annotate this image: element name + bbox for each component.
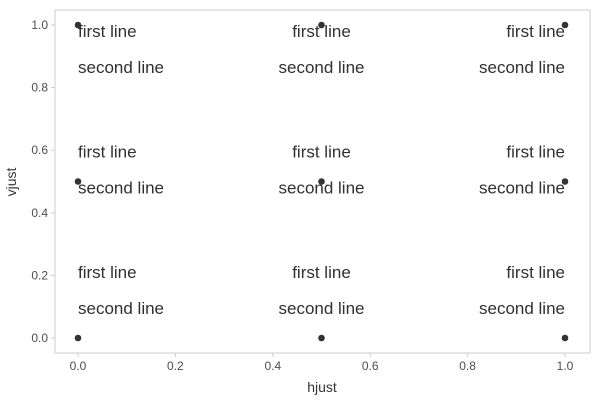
x-tick-label: 0.6 [362,359,379,373]
data-point [318,334,325,342]
y-tick-label: 0.0 [31,331,48,345]
x-axis-title: hjust [307,379,337,395]
point-label-line: second line [278,179,364,198]
y-tick-label: 0.8 [31,81,48,95]
y-tick-label: 0.4 [31,206,48,220]
x-axis: 0.0 0.2 0.4 0.6 0.8 1.0 [70,353,574,373]
point-label-line: second line [278,299,364,318]
point-label-line: first line [292,143,351,162]
y-tick-label: 0.2 [31,268,48,282]
y-tick-label: 1.0 [31,18,48,32]
point-label-line: first line [506,263,565,282]
point-label-line: first line [78,143,137,162]
data-points [74,21,569,342]
data-point [318,178,325,185]
data-point [74,21,82,29]
point-label-line: second line [278,58,364,77]
data-point [74,178,82,185]
x-tick-label: 0.8 [459,359,476,373]
point-label-line: second line [479,299,565,318]
data-point [318,21,325,29]
point-label-line: first line [292,263,351,282]
point-label-line: second line [78,179,164,198]
data-point [74,334,82,342]
point-label-line: second line [479,179,565,198]
x-tick-label: 1.0 [557,359,574,373]
data-point [561,178,569,185]
point-label-line: first line [506,22,565,41]
x-tick-label: 0.4 [264,359,281,373]
data-point [561,334,569,342]
point-label-line: second line [78,299,164,318]
y-axis-title: vjust [3,168,19,197]
point-label-line: first line [506,143,565,162]
point-label-line: first line [78,263,137,282]
data-point [561,21,569,29]
y-tick-label: 0.6 [31,143,48,157]
point-label-line: first line [292,22,351,41]
x-tick-label: 0.2 [167,359,184,373]
point-label-line: second line [479,58,565,77]
data-labels: first line second line first line second li… [78,22,565,318]
y-axis: 0.0 0.2 0.4 0.6 0.8 1.0 [31,18,55,345]
panel-border [54,9,591,354]
x-tick-label: 0.0 [70,359,87,373]
point-label-line: first line [78,22,137,41]
point-label-line: second line [78,58,164,77]
